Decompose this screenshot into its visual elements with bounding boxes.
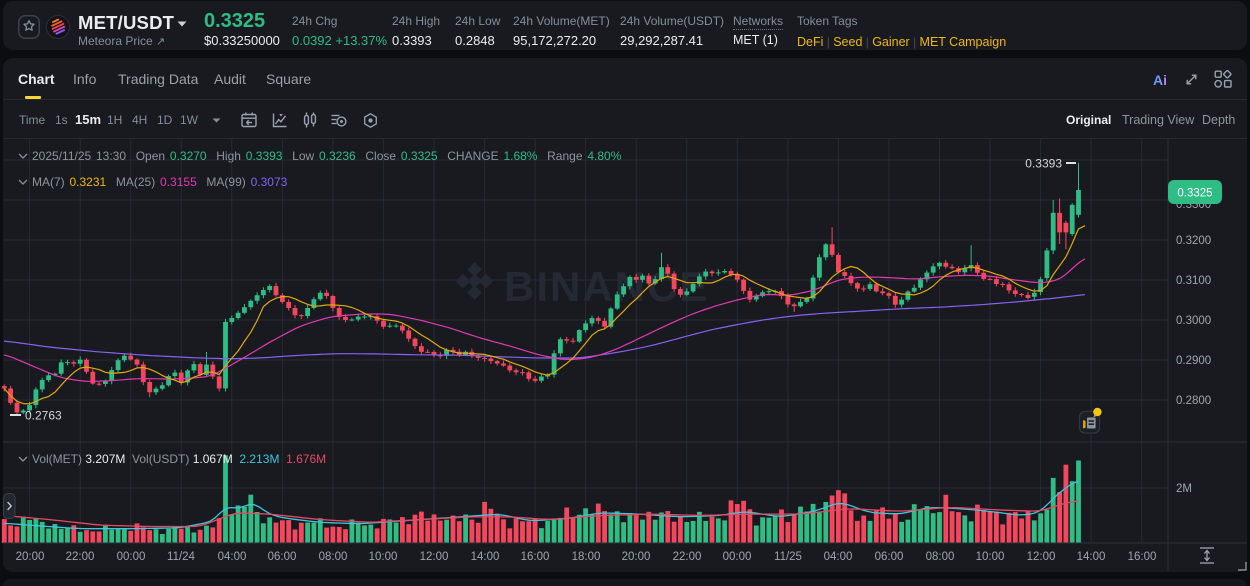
svg-text:10:00: 10:00 — [369, 551, 398, 563]
svg-text:11/24: 11/24 — [167, 551, 196, 563]
svg-text:12:00: 12:00 — [420, 551, 449, 563]
svg-text:04:00: 04:00 — [218, 551, 247, 563]
svg-text:14:00: 14:00 — [1077, 551, 1106, 563]
svg-text:10:00: 10:00 — [976, 551, 1005, 563]
svg-text:BINANCE: BINANCE — [504, 263, 709, 310]
svg-text:00:00: 00:00 — [723, 551, 752, 563]
svg-text:16:00: 16:00 — [521, 551, 550, 563]
svg-text:18:00: 18:00 — [572, 551, 601, 563]
svg-text:08:00: 08:00 — [926, 551, 955, 563]
svg-text:0.3100: 0.3100 — [1176, 275, 1211, 287]
svg-text:22:00: 22:00 — [673, 551, 702, 563]
svg-text:20:00: 20:00 — [622, 551, 651, 563]
svg-text:14:00: 14:00 — [471, 551, 500, 563]
svg-text:22:00: 22:00 — [66, 551, 95, 563]
svg-text:0.2900: 0.2900 — [1176, 355, 1211, 367]
svg-text:20:00: 20:00 — [16, 551, 45, 563]
svg-text:04:00: 04:00 — [824, 551, 853, 563]
svg-text:08:00: 08:00 — [319, 551, 348, 563]
svg-text:0.3000: 0.3000 — [1176, 315, 1211, 327]
svg-text:0.3325: 0.3325 — [1177, 188, 1212, 200]
svg-text:16:00: 16:00 — [1128, 551, 1157, 563]
svg-text:12:00: 12:00 — [1027, 551, 1056, 563]
svg-text:06:00: 06:00 — [875, 551, 904, 563]
svg-text:11/25: 11/25 — [774, 551, 802, 563]
svg-text:2M: 2M — [1176, 483, 1192, 495]
svg-text:0.2800: 0.2800 — [1176, 395, 1211, 407]
svg-text:00:00: 00:00 — [117, 551, 146, 563]
svg-text:0.3393: 0.3393 — [1025, 157, 1062, 171]
svg-text:06:00: 06:00 — [268, 551, 297, 563]
svg-text:0.3200: 0.3200 — [1176, 235, 1211, 247]
svg-text:0.2763: 0.2763 — [25, 409, 62, 423]
